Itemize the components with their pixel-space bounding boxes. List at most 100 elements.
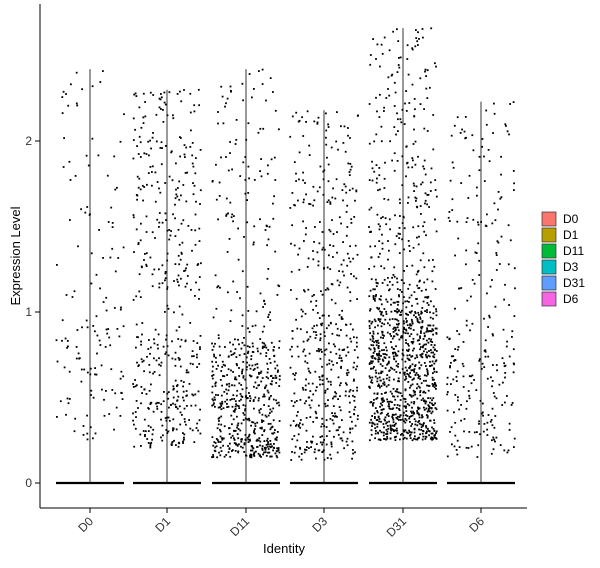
data-point	[323, 458, 326, 461]
data-point	[415, 200, 417, 202]
data-point	[145, 252, 148, 255]
data-point	[308, 154, 311, 156]
data-point	[343, 447, 345, 450]
data-point	[506, 340, 508, 343]
data-point	[427, 384, 430, 387]
data-point	[476, 431, 478, 433]
data-point	[290, 270, 293, 273]
data-point	[384, 392, 386, 394]
data-point	[379, 412, 382, 415]
data-point	[276, 364, 279, 367]
data-point	[415, 354, 418, 357]
data-point	[382, 337, 384, 339]
data-point	[455, 449, 458, 451]
legend-label-d11: D11	[563, 244, 584, 258]
data-point	[396, 404, 399, 406]
data-point	[242, 161, 245, 164]
data-point	[334, 197, 337, 200]
data-point	[393, 310, 396, 312]
data-point	[446, 376, 449, 379]
data-point	[502, 328, 505, 331]
data-point	[435, 438, 438, 440]
data-point	[404, 421, 407, 424]
data-point	[396, 311, 399, 313]
data-point	[471, 374, 474, 377]
data-point	[408, 417, 411, 420]
data-point	[349, 299, 352, 302]
data-point	[237, 451, 239, 454]
data-point	[166, 252, 169, 255]
data-point	[394, 329, 396, 332]
data-point	[422, 425, 424, 427]
data-point	[180, 100, 183, 103]
data-point	[385, 310, 387, 313]
data-point	[86, 371, 89, 374]
data-point	[426, 370, 429, 372]
data-point	[430, 27, 433, 30]
data-point	[409, 437, 412, 439]
data-point	[421, 432, 424, 435]
data-point	[417, 31, 419, 34]
data-point	[147, 348, 150, 350]
data-point	[167, 307, 170, 310]
data-point	[426, 430, 428, 433]
data-point	[413, 401, 416, 403]
data-point	[329, 244, 331, 246]
data-point	[388, 403, 390, 405]
data-point	[323, 331, 326, 334]
data-point	[390, 429, 392, 432]
data-point	[312, 185, 315, 188]
data-point	[229, 201, 232, 204]
data-point	[456, 220, 459, 223]
data-point	[197, 263, 200, 265]
data-point	[314, 448, 316, 451]
data-point	[410, 384, 412, 387]
data-point	[264, 451, 267, 454]
data-point	[420, 428, 423, 431]
data-point	[379, 363, 382, 366]
data-point	[510, 404, 513, 406]
data-point	[137, 242, 140, 244]
data-point	[319, 165, 322, 168]
data-point	[470, 445, 473, 448]
data-point	[242, 361, 245, 363]
data-point	[336, 416, 338, 418]
data-point	[296, 327, 299, 330]
data-point	[377, 358, 379, 361]
data-point	[115, 406, 118, 409]
data-point	[403, 296, 405, 298]
data-point	[190, 229, 193, 231]
data-point	[401, 336, 404, 339]
data-point	[398, 391, 400, 394]
data-point	[238, 375, 241, 377]
data-point	[324, 405, 327, 408]
data-point	[247, 310, 250, 312]
data-point	[387, 405, 390, 408]
data-point	[391, 276, 393, 279]
data-point	[419, 335, 421, 338]
data-point	[408, 393, 411, 396]
data-point	[347, 134, 349, 137]
data-point	[429, 397, 432, 400]
data-point	[399, 311, 402, 314]
data-point	[217, 394, 219, 396]
data-point	[399, 314, 401, 316]
data-point	[506, 451, 509, 454]
data-point	[405, 328, 407, 331]
data-point	[217, 218, 219, 221]
data-point	[416, 333, 419, 336]
data-point	[393, 126, 396, 128]
data-point	[449, 365, 451, 367]
data-point	[241, 438, 243, 441]
data-point	[236, 433, 239, 435]
data-point	[456, 453, 459, 456]
data-point	[214, 450, 217, 453]
data-point	[417, 269, 420, 272]
data-point	[134, 411, 137, 413]
data-point	[432, 355, 434, 358]
data-point	[353, 275, 355, 278]
data-point	[390, 341, 392, 343]
data-point	[433, 422, 436, 424]
data-point	[432, 385, 434, 387]
data-point	[425, 87, 428, 90]
